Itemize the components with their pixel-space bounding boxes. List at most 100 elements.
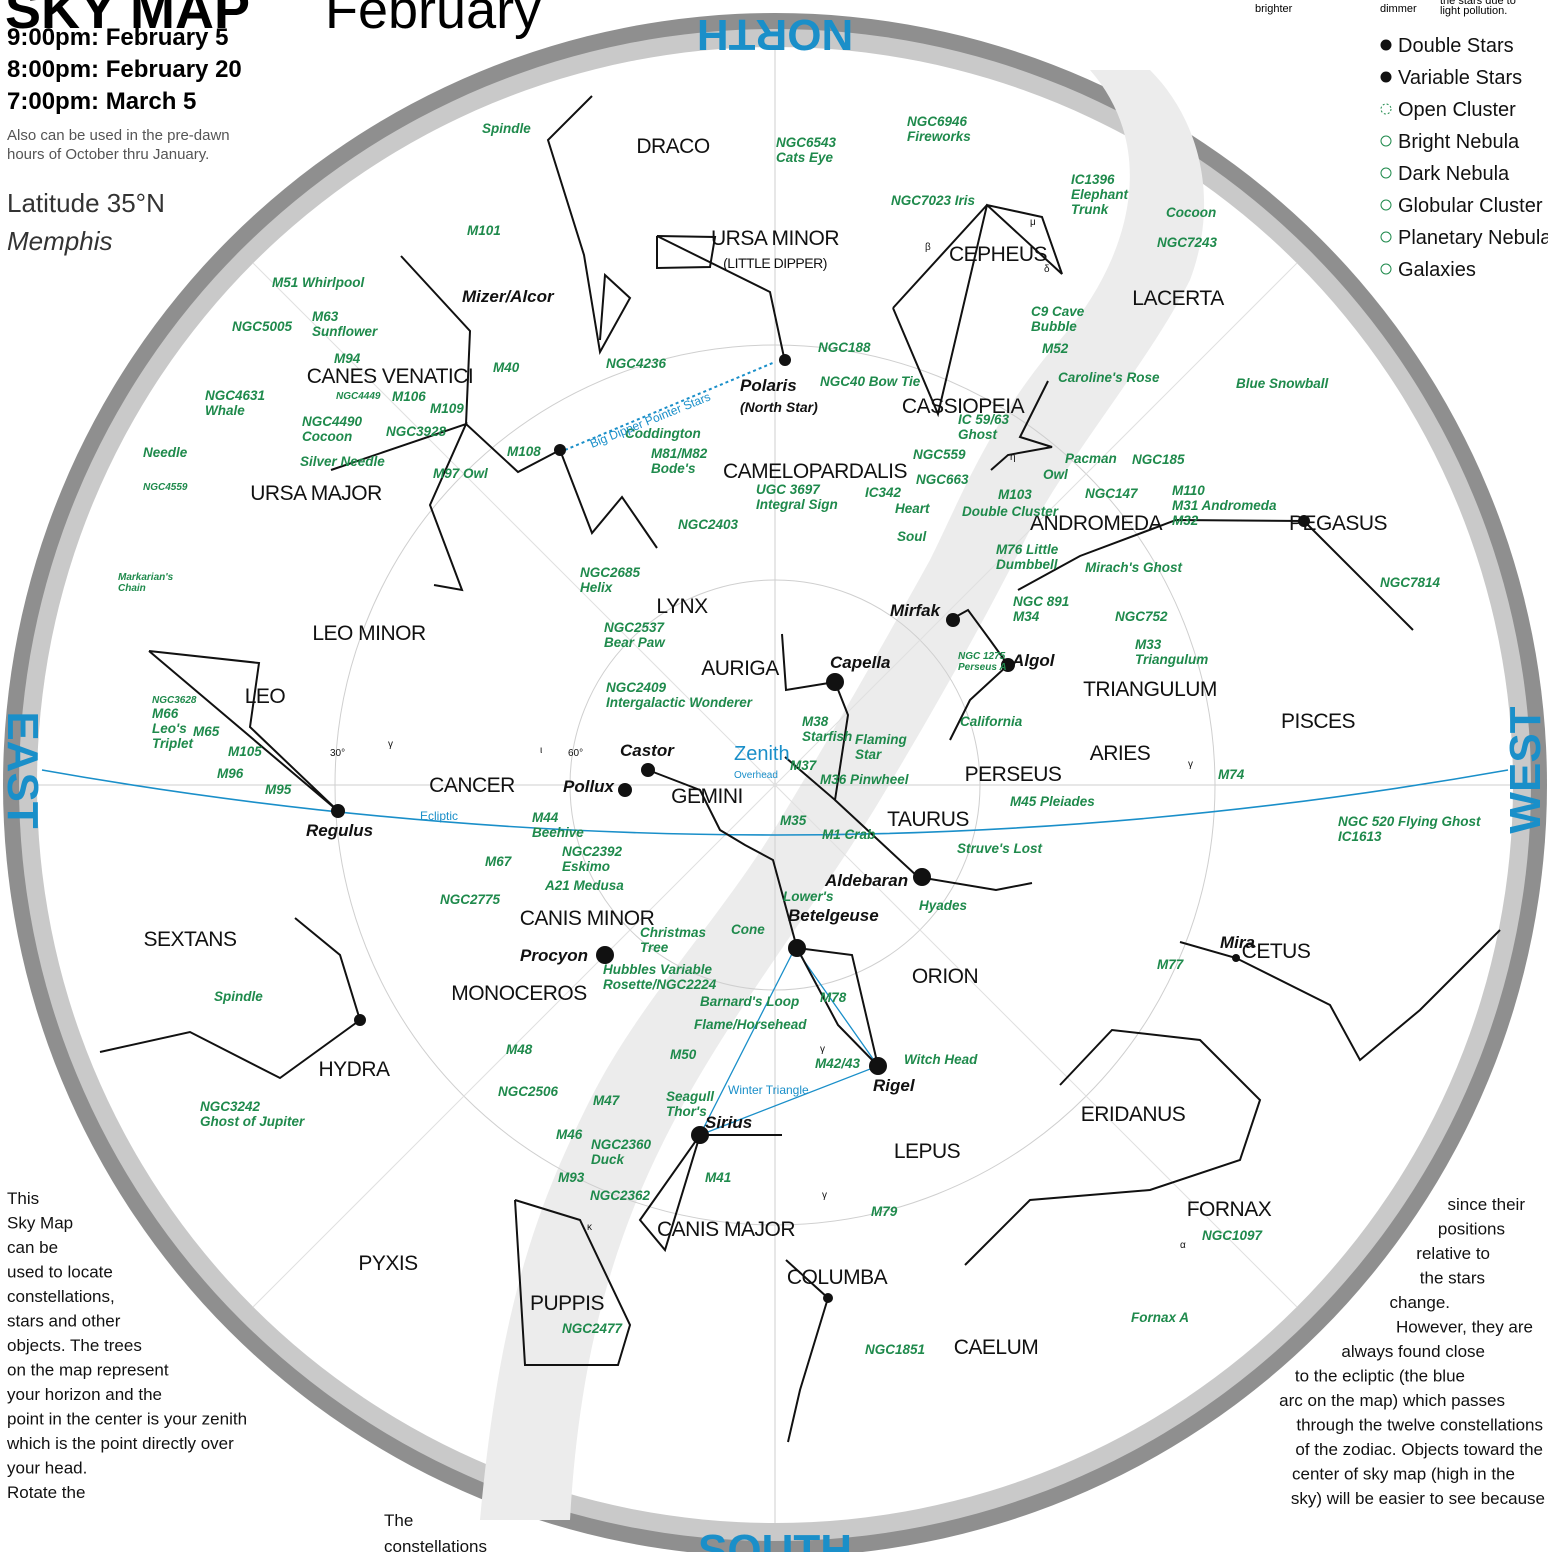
object-label: NGC7814	[1380, 575, 1441, 590]
note: Also can be used in the pre-dawn	[7, 127, 230, 144]
object-label: Markarian's	[118, 572, 174, 583]
object-label: M34	[1013, 609, 1040, 624]
star	[331, 804, 345, 818]
object-label: Rosette/NGC2224	[603, 977, 717, 992]
object-label: Tree	[640, 940, 669, 955]
star-label: (North Star)	[740, 399, 818, 415]
object-label: NGC663	[916, 472, 969, 487]
object-label: Beehive	[532, 825, 584, 840]
paragraph-right: always found close	[1341, 1342, 1485, 1361]
object-label: Cocoon	[302, 429, 352, 444]
constellation-label: AURIGA	[701, 657, 779, 680]
star-label: Procyon	[520, 946, 588, 965]
object-label: M52	[1042, 341, 1069, 356]
star-label: Rigel	[873, 1076, 916, 1095]
star-label: Mizer/Alcor	[462, 287, 555, 306]
legend-symbol	[1381, 264, 1391, 274]
constellation-label: LEO MINOR	[312, 622, 426, 645]
object-label: Cocoon	[1166, 205, 1216, 220]
object-label: Cone	[731, 922, 765, 937]
star-label: Polaris	[740, 376, 797, 395]
object-label: M33	[1135, 637, 1162, 652]
object-label: NGC2360	[591, 1137, 652, 1152]
object-label: M66	[152, 706, 179, 721]
annotation: γ	[820, 1044, 825, 1055]
constellation-label: PERSEUS	[965, 763, 1062, 786]
star	[641, 763, 655, 777]
object-label: Triplet	[152, 736, 194, 751]
paragraph-right: sky) will be easier to see because	[1291, 1489, 1545, 1508]
paragraph-left: objects. The trees	[7, 1336, 142, 1355]
object-label: Heart	[895, 501, 930, 516]
paragraph-left: can be	[7, 1238, 58, 1257]
star	[354, 1014, 366, 1026]
legend-item: Open Cluster	[1398, 99, 1516, 121]
paragraph-right: of the zodiac. Objects toward the	[1295, 1440, 1543, 1459]
paragraph-right: positions	[1438, 1220, 1505, 1239]
object-label: M65	[193, 724, 220, 739]
paragraph-right: relative to	[1416, 1244, 1490, 1263]
object-label: M79	[871, 1204, 898, 1219]
constellation-label: CAELUM	[954, 1336, 1039, 1359]
object-label: M77	[1157, 957, 1185, 972]
annotation: 60°	[568, 748, 583, 759]
star-label: Mirfak	[890, 601, 942, 620]
object-label: Double Cluster	[962, 504, 1059, 519]
object-label: M103	[998, 487, 1032, 502]
object-label: Fireworks	[907, 129, 971, 144]
object-label: M67	[485, 854, 513, 869]
paragraph-right: arc on the map) which passes	[1279, 1391, 1505, 1410]
constellation-label: PEGASUS	[1289, 512, 1388, 535]
object-label: Intergalactic Wonderer	[606, 695, 753, 710]
object-label: NGC559	[913, 447, 966, 462]
south: SOUTH	[698, 1526, 852, 1552]
object-label: M35	[780, 813, 807, 828]
annotation: γ	[822, 1190, 827, 1201]
object-label: Barnard's Loop	[700, 994, 799, 1009]
object-label: NGC2506	[498, 1084, 559, 1099]
object-label: M40	[493, 360, 520, 375]
constellation-label: CANCER	[429, 774, 515, 797]
object-label: NGC4236	[606, 356, 667, 371]
object-label: NGC1097	[1202, 1228, 1264, 1243]
object-label: NGC6543	[776, 135, 837, 150]
object-label: Ghost	[958, 427, 998, 442]
legend-magnitude: dimmer	[1380, 3, 1417, 15]
object-label: IC1396	[1071, 172, 1115, 187]
object-label: NGC2537	[604, 620, 666, 635]
object-label: Duck	[591, 1152, 626, 1167]
legend-item: Dark Nebula	[1398, 163, 1510, 185]
constellation-label: LACERTA	[1132, 287, 1224, 310]
object-label: IC 59/63	[958, 412, 1010, 427]
object-label: Owl	[1043, 467, 1068, 482]
object-label: Bear Paw	[604, 635, 666, 650]
star	[779, 354, 791, 366]
object-label: M45 Pleiades	[1010, 794, 1095, 809]
paragraph-right: However, they are	[1396, 1318, 1533, 1337]
object-label: NGC6946	[907, 114, 968, 129]
object-label: Flame/Horsehead	[694, 1017, 807, 1032]
star-label: Mira	[1220, 933, 1255, 952]
object-label: M106	[392, 389, 426, 404]
object-label: M1 Crab	[822, 827, 875, 842]
object-label: NGC2775	[440, 892, 501, 907]
city: Memphis	[7, 226, 112, 256]
object-label: Christmas	[640, 925, 707, 940]
object-label: IC342	[865, 485, 902, 500]
object-label: NGC4559	[143, 482, 188, 493]
paragraph-left: used to locate	[7, 1263, 113, 1282]
object-label: Mirach's Ghost	[1085, 560, 1182, 575]
annotation: η	[1010, 452, 1016, 463]
object-label: Caroline's Rose	[1058, 370, 1160, 385]
object-label: M96	[217, 766, 244, 781]
object-label: M31 Andromeda	[1172, 498, 1277, 513]
legend-symbol	[1381, 200, 1391, 210]
constellation-label: ORION	[912, 965, 978, 988]
paragraph-bottom: constellations	[384, 1537, 487, 1552]
constellation-label: CEPHEUS	[949, 243, 1048, 266]
constellation-label: CANES VENATICI	[307, 365, 473, 388]
object-label: NGC2409	[606, 680, 667, 695]
object-label: M76 Little	[996, 542, 1059, 557]
star	[946, 613, 960, 627]
legend-item: Bright Nebula	[1398, 131, 1520, 153]
